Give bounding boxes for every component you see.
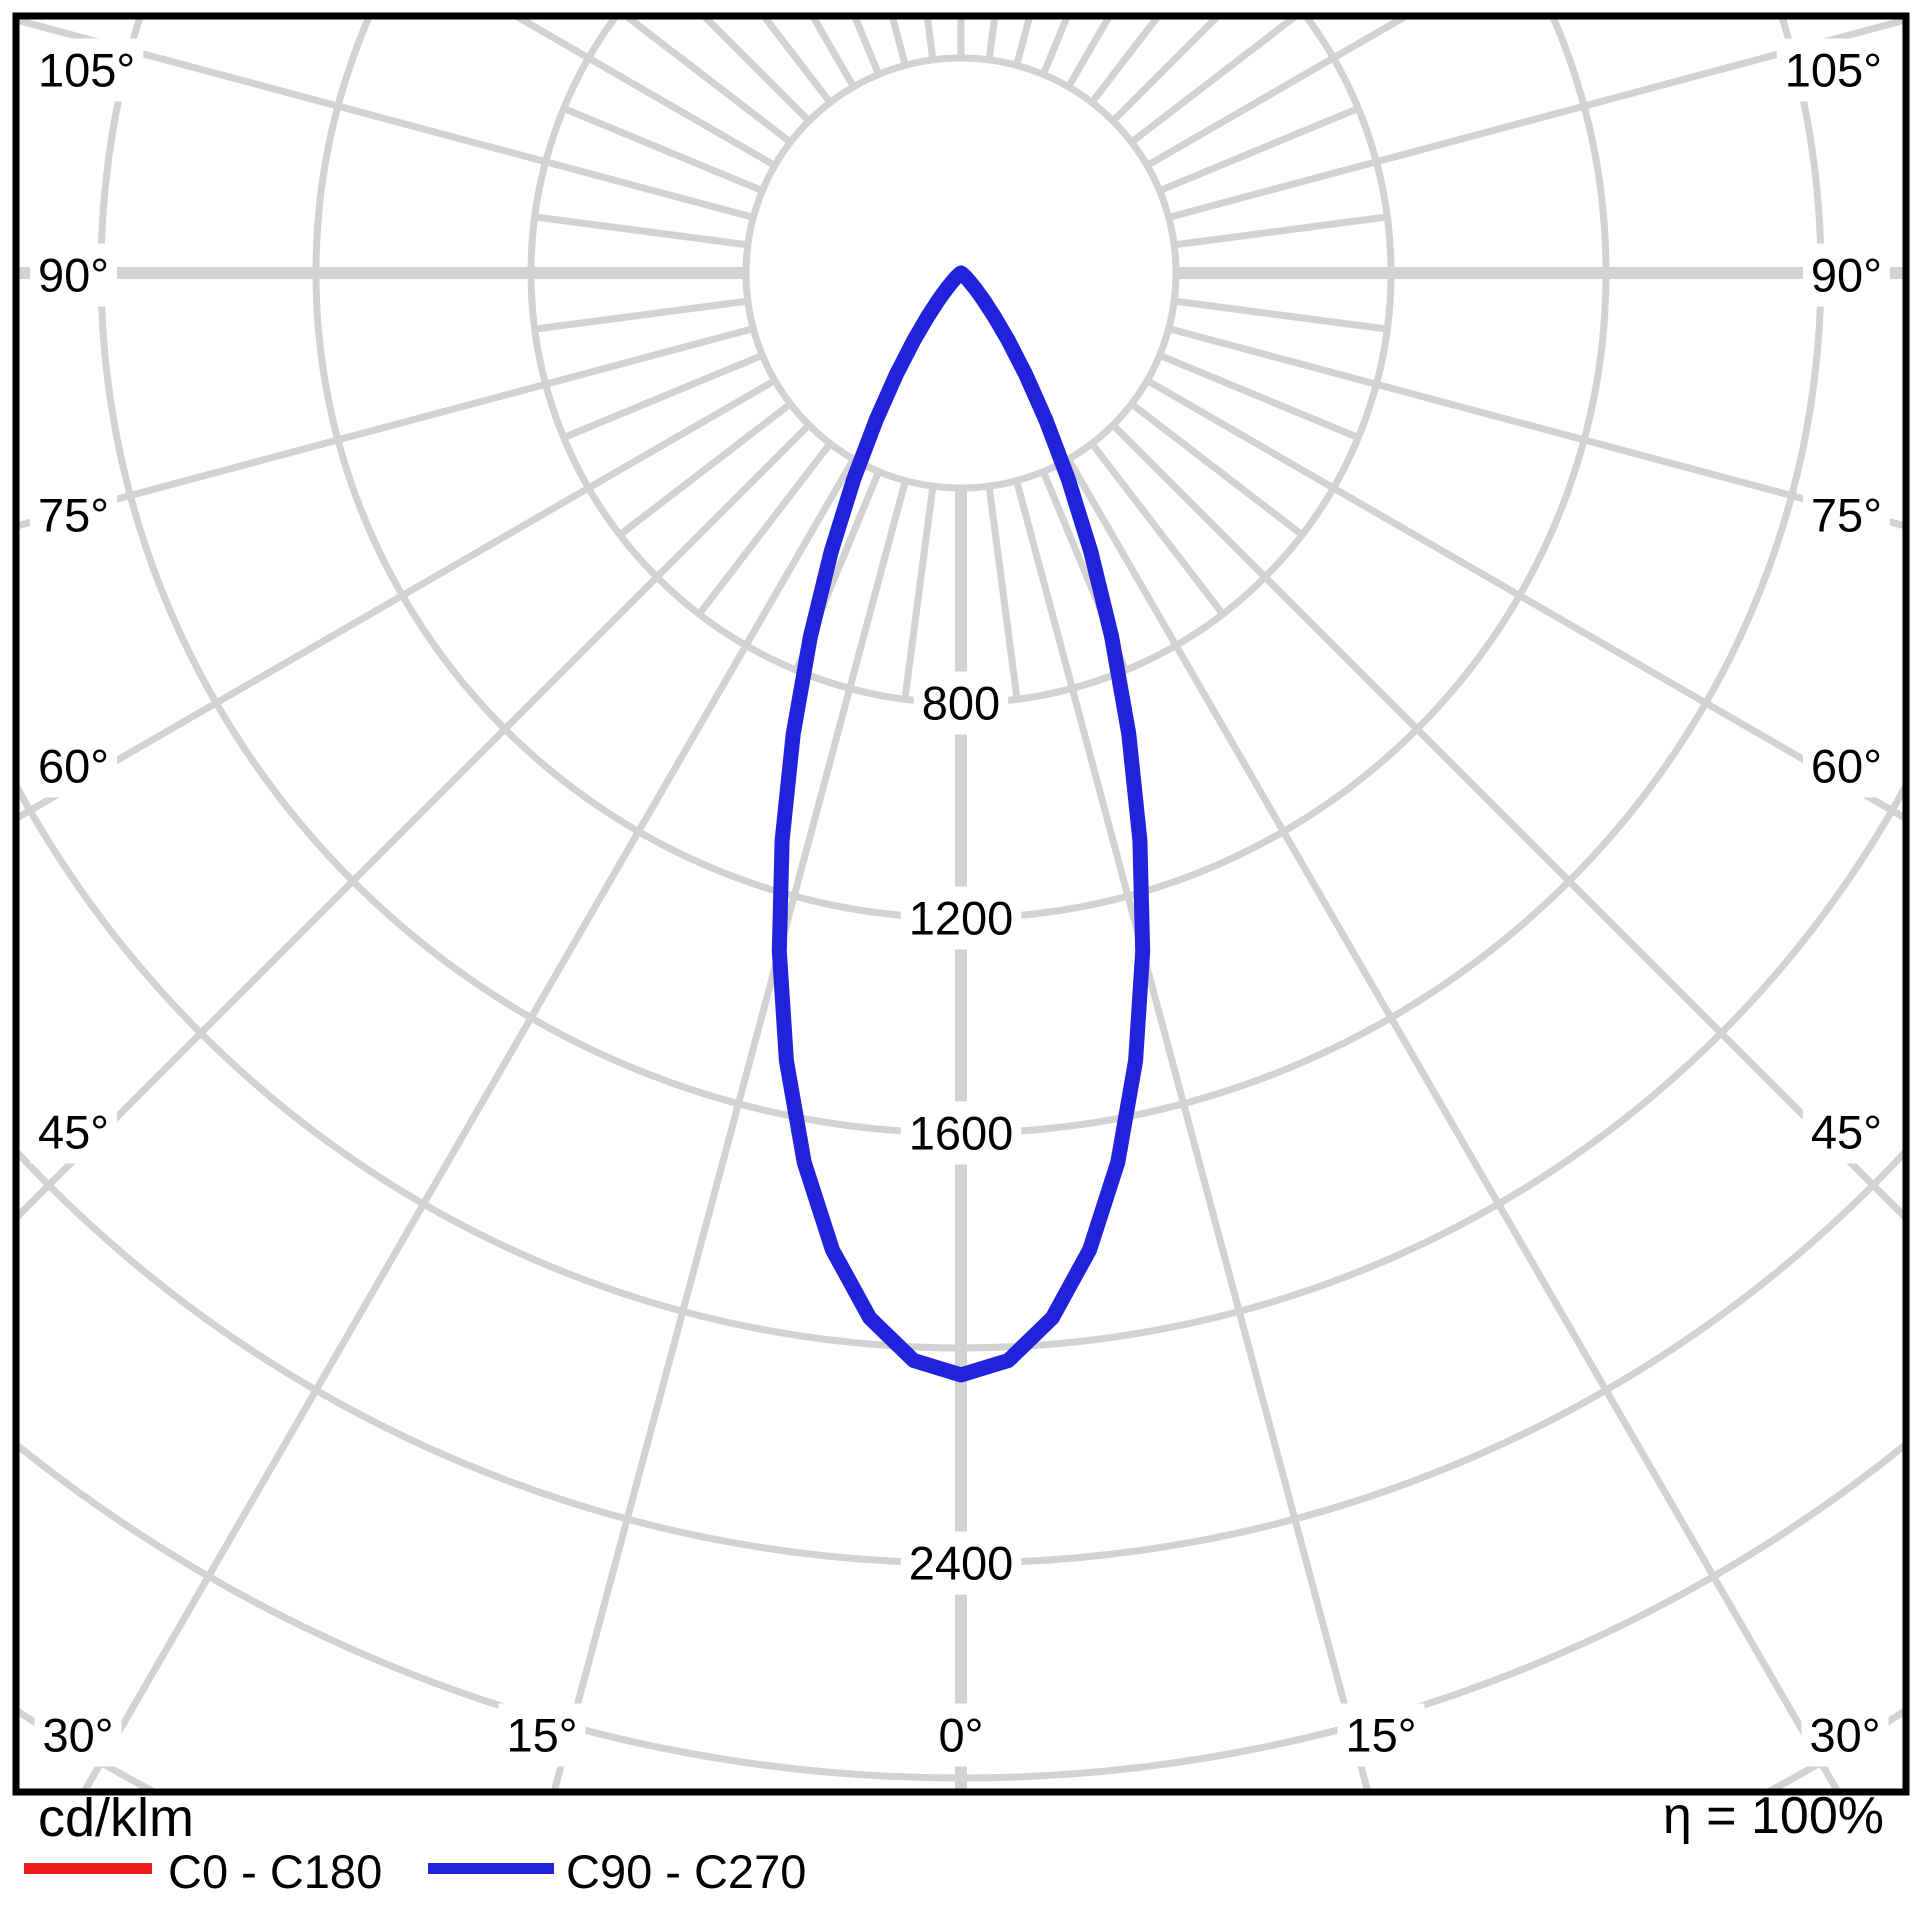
efficiency-label: η = 100% xyxy=(1662,1787,1884,1845)
angle-label-left: 90° xyxy=(30,243,118,307)
legend-label-c0-c180: C0 - C180 xyxy=(168,1845,383,1898)
legend-label-c90-c270: C90 - C270 xyxy=(566,1845,807,1898)
svg-text:1600: 1600 xyxy=(909,1107,1014,1160)
angle-label-right: 75° xyxy=(1802,483,1890,547)
angle-label-bottom: 15° xyxy=(1337,1703,1425,1767)
angle-label-bottom: 15° xyxy=(498,1703,586,1767)
legend-swatch-c0-c180 xyxy=(24,1863,152,1874)
svg-text:2400: 2400 xyxy=(909,1537,1014,1590)
angle-label-right: 105° xyxy=(1776,38,1890,102)
svg-text:1200: 1200 xyxy=(909,892,1014,945)
angle-label-right: 45° xyxy=(1802,1100,1890,1164)
svg-text:90°: 90° xyxy=(38,249,109,302)
svg-text:45°: 45° xyxy=(38,1106,109,1159)
chart-labels: 800 1200 1600 2400 105° 90° 75° 60° 45° 105° 90° 75… xyxy=(30,38,1890,1767)
svg-text:75°: 75° xyxy=(38,489,109,542)
svg-text:90°: 90° xyxy=(1811,249,1882,302)
svg-text:15°: 15° xyxy=(506,1709,577,1762)
svg-text:75°: 75° xyxy=(1811,489,1882,542)
angle-label-bottom: 0° xyxy=(930,1703,992,1767)
angle-label-right: 90° xyxy=(1802,243,1890,307)
curve-c90-c270 xyxy=(771,265,1151,1383)
svg-text:30°: 30° xyxy=(1809,1709,1880,1762)
legend: C0 - C180 C90 - C270 xyxy=(0,1846,1920,1916)
angle-label-bottom: 30° xyxy=(1801,1703,1889,1767)
ring-value-label: 1600 xyxy=(900,1101,1022,1165)
svg-text:105°: 105° xyxy=(1785,44,1882,97)
svg-text:800: 800 xyxy=(922,677,1000,730)
svg-text:105°: 105° xyxy=(38,44,135,97)
units-label: cd/klm xyxy=(38,1788,195,1848)
plot-border xyxy=(12,12,1910,1796)
angle-label-right: 60° xyxy=(1802,734,1890,798)
ring-value-label: 800 xyxy=(913,671,1009,735)
svg-text:60°: 60° xyxy=(1811,740,1882,793)
svg-text:45°: 45° xyxy=(1811,1106,1882,1159)
svg-text:30°: 30° xyxy=(42,1709,113,1762)
angle-label-left: 75° xyxy=(30,483,118,547)
legend-swatch-c90-c270 xyxy=(428,1863,554,1874)
ring-value-label: 1200 xyxy=(900,886,1022,950)
angle-label-left: 45° xyxy=(30,1100,118,1164)
svg-text:60°: 60° xyxy=(38,740,109,793)
angle-label-left: 105° xyxy=(30,38,144,102)
ring-value-label: 2400 xyxy=(900,1531,1022,1595)
svg-text:0°: 0° xyxy=(939,1709,984,1762)
angle-label-left: 60° xyxy=(30,734,118,798)
svg-text:15°: 15° xyxy=(1345,1709,1416,1762)
angle-label-bottom: 30° xyxy=(34,1703,122,1767)
